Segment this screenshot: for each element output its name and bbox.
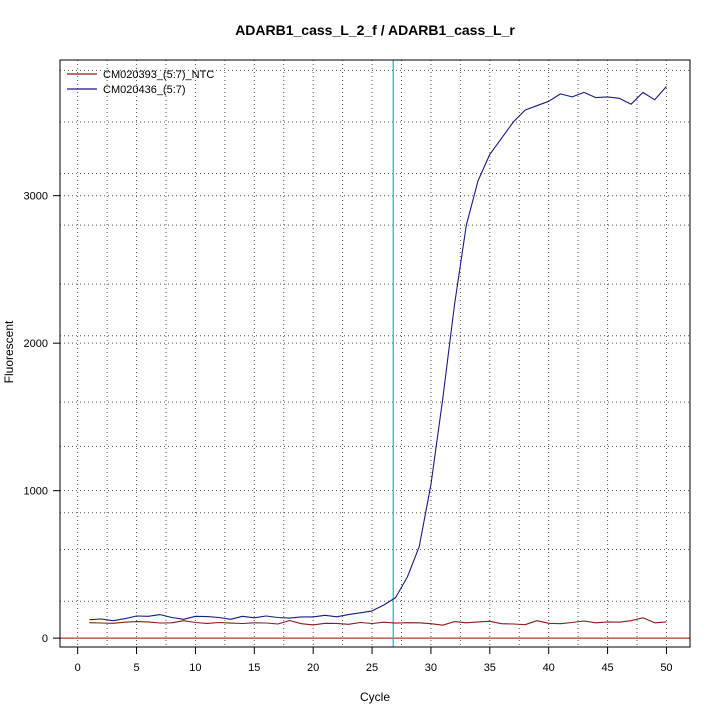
series-lines bbox=[89, 86, 667, 626]
y-tick-label: 3000 bbox=[24, 191, 48, 203]
x-tick-label: 50 bbox=[660, 662, 672, 674]
x-tick-label: 30 bbox=[425, 662, 437, 674]
series-line-2 bbox=[89, 86, 667, 622]
x-tick-label: 20 bbox=[307, 662, 319, 674]
grid-lines bbox=[60, 60, 690, 647]
y-axis-label: Fluorescent bbox=[2, 320, 16, 383]
x-tick-label: 0 bbox=[75, 662, 81, 674]
x-tick-label: 10 bbox=[189, 662, 201, 674]
x-tick-label: 40 bbox=[543, 662, 555, 674]
series-line-1 bbox=[89, 617, 667, 626]
legend: CM020393_(5:7)_NTC CM020436_(5:7) bbox=[67, 69, 214, 96]
x-tick-label: 5 bbox=[133, 662, 139, 674]
x-tick-label: 15 bbox=[248, 662, 260, 674]
x-axis-label: Cycle bbox=[360, 690, 390, 704]
x-tick-label: 25 bbox=[366, 662, 378, 674]
x-tick-label: 45 bbox=[601, 662, 613, 674]
axes: 0 5 10 15 20 25 30 35 40 45 50 0 1000 2000 3000 bbox=[24, 191, 673, 674]
legend-label: CM020393_(5:7)_NTC bbox=[103, 69, 214, 81]
chart-title: ADARB1_cass_L_2_f / ADARB1_cass_L_r bbox=[235, 22, 515, 38]
legend-label: CM020436_(5:7) bbox=[103, 84, 186, 96]
x-tick-label: 35 bbox=[484, 662, 496, 674]
y-tick-label: 2000 bbox=[24, 338, 48, 350]
reference-lines bbox=[60, 60, 690, 647]
plot-frame bbox=[59, 59, 691, 648]
y-tick-label: 0 bbox=[42, 633, 48, 645]
y-tick-label: 1000 bbox=[24, 486, 48, 498]
